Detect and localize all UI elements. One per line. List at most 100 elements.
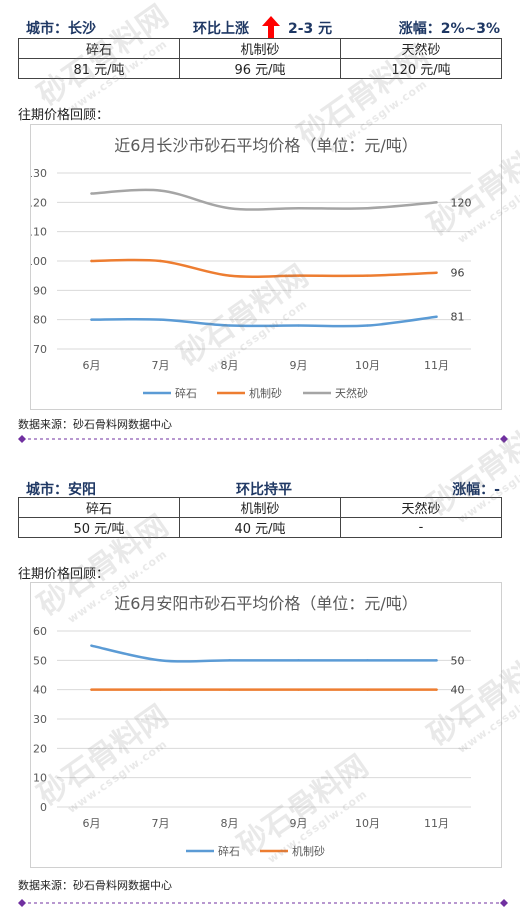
table-value-row: 50 元/吨 40 元/吨 - (18, 517, 502, 538)
x-tick-label: 9月 (290, 817, 308, 830)
data-label: 120 (451, 196, 472, 209)
y-tick-label: 90 (33, 284, 47, 297)
change-label: 涨幅：2%~3% (398, 21, 500, 37)
data-point (228, 324, 231, 327)
data-point (159, 189, 162, 192)
data-point (90, 192, 93, 195)
x-tick-label: 10月 (355, 359, 380, 372)
x-tick-label: 11月 (424, 359, 449, 372)
change-label: 涨幅：- (452, 482, 500, 498)
x-tick-label: 7月 (152, 817, 170, 830)
source-label: 数据来源：砂石骨料网数据中心 (18, 418, 172, 431)
y-tick-label: 110 (31, 226, 47, 239)
data-point (435, 688, 438, 691)
x-tick-label: 7月 (152, 359, 170, 372)
data-point (90, 259, 93, 263)
data-point (297, 207, 300, 210)
table-header-row: 碎石 机制砂 天然砂 (18, 38, 502, 59)
data-point (90, 644, 93, 647)
data-point (297, 688, 300, 691)
city-label: 城市：安阳 (26, 482, 96, 498)
y-tick-label: 30 (33, 713, 47, 726)
data-point (366, 274, 369, 277)
chart-title: 近6月长沙市砂石平均价格（单位：元/吨） (114, 136, 418, 155)
line-chart-changsha: 近6月长沙市砂石平均价格（单位：元/吨） 70 80 90 100 110 120 130 6月… (31, 136, 472, 400)
chart-changsha: 近6月长沙市砂石平均价格（单位：元/吨） 70 80 90 100 110 120 130 6月… (30, 124, 502, 410)
y-tick-label: 130 (31, 167, 47, 180)
table-header-row: 碎石 机制砂 天然砂 (18, 497, 502, 518)
data-label: 50 (451, 654, 465, 667)
x-tick-label: 6月 (83, 817, 101, 830)
y-tick-label: 20 (33, 742, 47, 755)
table-header-cell: 天然砂 (340, 497, 502, 518)
table-header-cell: 机制砂 (179, 38, 341, 59)
table-header-cell: 碎石 (18, 38, 180, 59)
data-label: 40 (451, 684, 465, 697)
trend-label: 环比上涨 (193, 21, 249, 37)
x-tick-label: 11月 (424, 817, 449, 830)
y-tick-label: 70 (33, 343, 47, 356)
data-point (435, 315, 438, 318)
y-tick-label: 0 (40, 801, 47, 814)
table-value-cell: - (340, 517, 502, 538)
chart-title: 近6月安阳市砂石平均价格（单位：元/吨） (114, 594, 418, 613)
legend-label: 碎石 (175, 386, 197, 400)
table-header-cell: 天然砂 (340, 38, 502, 59)
data-point (297, 274, 300, 277)
data-point (435, 201, 438, 204)
data-point (228, 207, 231, 210)
series-line-碎石 (90, 644, 438, 663)
data-label: 96 (451, 267, 465, 280)
city-header-changsha: 城市：长沙 环比上涨 2-3 元 涨幅：2%~3% (18, 14, 502, 40)
data-point (435, 659, 438, 662)
legend-label: 机制砂 (249, 386, 282, 400)
legend-label: 机制砂 (292, 844, 325, 858)
data-point (228, 274, 231, 277)
x-tick-label: 8月 (221, 359, 239, 372)
y-tick-label: 100 (31, 255, 47, 268)
delta-label: 2-3 元 (288, 21, 333, 37)
review-label: 往期价格回顾： (18, 567, 110, 582)
section-separator (18, 435, 508, 443)
x-tick-label: 6月 (83, 359, 101, 372)
table-value-cell: 81 元/吨 (18, 58, 180, 79)
legend-label: 天然砂 (335, 386, 368, 400)
data-point (159, 259, 162, 263)
x-tick-label: 10月 (355, 817, 380, 830)
table-value-cell: 96 元/吨 (179, 58, 341, 79)
data-label: 81 (451, 311, 465, 324)
data-point (366, 324, 369, 327)
series-line-天然砂 (90, 188, 438, 211)
data-point (90, 688, 93, 691)
table-header-cell: 机制砂 (179, 497, 341, 518)
data-point (159, 318, 162, 321)
table-value-cell: 50 元/吨 (18, 517, 180, 538)
city-label: 城市：长沙 (26, 21, 96, 37)
table-value-cell: 120 元/吨 (340, 58, 502, 79)
price-table-changsha: 碎石 机制砂 天然砂 81 元/吨 96 元/吨 120 元/吨 (18, 38, 502, 79)
source-label: 数据来源：砂石骨料网数据中心 (18, 879, 172, 892)
series-line-碎石 (90, 315, 438, 328)
data-point (228, 688, 231, 691)
table-header-cell: 碎石 (18, 497, 180, 518)
y-tick-label: 80 (33, 314, 47, 327)
y-tick-label: 50 (33, 654, 47, 667)
x-tick-label: 9月 (290, 359, 308, 372)
y-tick-label: 120 (31, 196, 47, 209)
review-label: 往期价格回顾： (18, 108, 110, 123)
data-point (159, 659, 162, 662)
trend-label: 环比持平 (236, 482, 292, 498)
data-point (297, 324, 300, 327)
y-tick-label: 60 (33, 625, 47, 638)
data-point (366, 659, 369, 662)
price-table-anyang: 碎石 机制砂 天然砂 50 元/吨 40 元/吨 - (18, 497, 502, 538)
table-value-cell: 40 元/吨 (179, 517, 341, 538)
y-tick-label: 10 (33, 772, 47, 785)
data-point (435, 271, 438, 274)
data-point (297, 659, 300, 662)
table-value-row: 81 元/吨 96 元/吨 120 元/吨 (18, 58, 502, 79)
y-tick-label: 40 (33, 684, 47, 697)
chart-anyang: 近6月安阳市砂石平均价格（单位：元/吨） 0 10 20 30 40 50 60 6月 7月 8月 9… (30, 582, 502, 868)
data-point (90, 318, 93, 321)
